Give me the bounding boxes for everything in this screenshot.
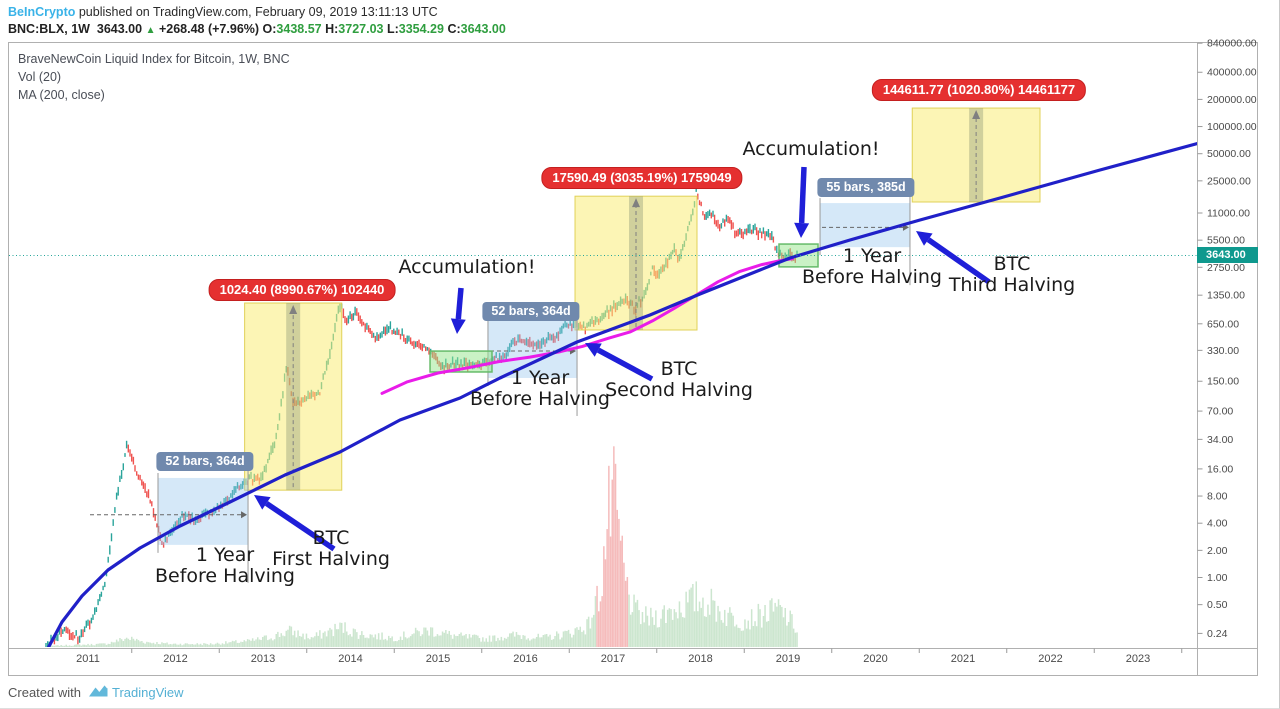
ma-line[interactable]	[380, 257, 794, 395]
x-tick-label: 2012	[163, 653, 187, 665]
last-price: 3643.00	[96, 22, 143, 36]
y-tick-label: 8.00	[1207, 491, 1228, 503]
before-halving-callout-2[interactable]: 1 Year Before Halving	[470, 367, 610, 410]
x-tick-label: 2022	[1038, 653, 1062, 665]
x-tick-label: 2019	[776, 653, 800, 665]
publisher-link[interactable]: BeInCrypto	[8, 5, 76, 19]
before-halving-callout-3[interactable]: 1 Year Before Halving	[802, 245, 942, 288]
measured-move-label-3[interactable]: 144611.77 (1020.80%) 14461177	[871, 79, 1087, 101]
high-label: H:	[325, 22, 339, 36]
y-tick-label: 1.00	[1207, 572, 1228, 584]
y-tick-label: 650.00	[1207, 318, 1239, 330]
legend-ma[interactable]: MA (200, close)	[18, 88, 105, 102]
y-tick-label: 2.00	[1207, 545, 1228, 557]
accumulation-callout-1[interactable]: Accumulation!	[398, 256, 536, 278]
third-halving-callout[interactable]: BTC Third Halving	[948, 253, 1076, 296]
y-tick-label: 5500.00	[1207, 235, 1245, 247]
y-tick-label: 34.00	[1207, 434, 1233, 446]
low-label: L:	[386, 22, 399, 36]
legend-series-title[interactable]: BraveNewCoin Liquid Index for Bitcoin, 1…	[18, 52, 290, 66]
x-tick-label: 2018	[688, 653, 712, 665]
y-tick-label: 330.00	[1207, 345, 1239, 357]
high-value: 3727.03	[338, 22, 384, 36]
created-with-text: Created with	[8, 684, 81, 700]
y-tick-label: 100000.00	[1207, 121, 1257, 133]
y-tick-label: 0.24	[1207, 628, 1228, 640]
x-tick-label: 2014	[338, 653, 362, 665]
footer: Created with TradingView	[8, 683, 184, 700]
x-tick-label: 2017	[601, 653, 625, 665]
close-label: C:	[447, 22, 461, 36]
x-tick-label: 2016	[513, 653, 537, 665]
legend-volume[interactable]: Vol (20)	[18, 70, 62, 84]
second-halving-callout[interactable]: BTC Second Halving	[605, 358, 753, 401]
x-tick-label: 2020	[863, 653, 887, 665]
y-tick-label: 200000.00	[1207, 94, 1257, 106]
accumulation-callout-2[interactable]: Accumulation!	[742, 138, 880, 160]
measured-move-label-1[interactable]: 1024.40 (8990.67%) 102440	[208, 279, 396, 301]
open-label: O:	[262, 22, 277, 36]
x-axis[interactable]: 2011 2012 2013 2014 2015 2016 2017 2018 2019 2020…	[76, 648, 1183, 666]
chart-frame[interactable]	[8, 42, 1258, 676]
snapshot-header: BeInCrypto published on TradingView.com,…	[8, 5, 438, 19]
y-tick-label: 0.50	[1207, 599, 1228, 611]
y-tick-label: 25000.00	[1207, 175, 1251, 187]
open-value: 3438.57	[276, 22, 322, 36]
y-tick-label: 400000.00	[1207, 67, 1257, 79]
y-tick-label: 70.00	[1207, 406, 1233, 418]
y-tick-label: 150.00	[1207, 376, 1239, 388]
tradingview-logo-icon[interactable]	[88, 683, 108, 700]
symbol-name: BNC:BLX, 1W	[8, 22, 90, 36]
y-tick-label: 4.00	[1207, 518, 1228, 530]
published-text: published on TradingView.com, February 0…	[78, 5, 438, 19]
symbol-header: BNC:BLX, 1W 3643.00 ▲ +268.48 (+7.96%) O…	[8, 22, 506, 36]
close-value: 3643.00	[460, 22, 506, 36]
bars-badge-3[interactable]: 55 bars, 385d	[817, 178, 915, 197]
price-change: +268.48 (+7.96%)	[158, 22, 260, 36]
y-tick-label: 11000.00	[1207, 208, 1250, 220]
before-halving-callout-1[interactable]: 1 Year Before Halving	[155, 544, 295, 587]
x-tick-label: 2013	[251, 653, 275, 665]
measured-move-label-2[interactable]: 17590.49 (3035.19%) 1759049	[541, 167, 743, 189]
up-arrow-icon: ▲	[145, 25, 156, 36]
volume-series[interactable]	[45, 446, 798, 647]
x-tick-label: 2011	[76, 653, 100, 665]
projection-zones[interactable]	[90, 107, 1041, 583]
y-tick-label: 50000.00	[1207, 148, 1251, 160]
y-tick-label: 2750.00	[1207, 262, 1245, 274]
y-tick-label: 840000.00	[1207, 38, 1257, 50]
chart-legend: BraveNewCoin Liquid Index for Bitcoin, 1…	[18, 50, 290, 104]
y-tick-label: 16.00	[1207, 463, 1233, 475]
trend-line[interactable]	[46, 141, 1203, 652]
bars-badge-1[interactable]: 52 bars, 364d	[156, 452, 254, 471]
bars-badge-2[interactable]: 52 bars, 364d	[482, 302, 580, 321]
current-price-badge: 3643.00	[1197, 247, 1258, 263]
y-tick-label: 1350.00	[1207, 290, 1245, 302]
low-value: 3354.29	[398, 22, 444, 36]
x-tick-label: 2023	[1126, 653, 1150, 665]
first-halving-callout[interactable]: BTC First Halving	[272, 527, 390, 570]
y-axis[interactable]: 840000.00 400000.00 200000.00 100000.00 5000…	[1197, 38, 1257, 640]
x-tick-label: 2015	[426, 653, 450, 665]
halving-arrows[interactable]	[254, 166, 991, 552]
x-tick-label: 2021	[951, 653, 975, 665]
tradingview-link[interactable]: TradingView	[111, 684, 184, 700]
